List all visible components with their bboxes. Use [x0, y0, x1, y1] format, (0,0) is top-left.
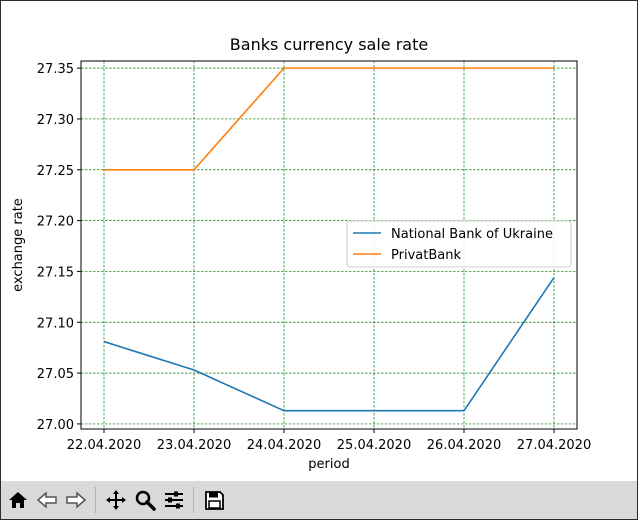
- series-lines: [103, 67, 555, 412]
- pan-icon: [106, 490, 126, 510]
- save-button[interactable]: [201, 487, 227, 513]
- x-tick-label: 23.04.2020: [157, 438, 231, 453]
- plot-area-frame: [80, 60, 578, 430]
- y-tick-label: 27.20: [37, 215, 74, 230]
- back-icon: [36, 491, 57, 509]
- home-button[interactable]: [5, 487, 31, 513]
- y-tick-label: 27.25: [37, 164, 74, 179]
- x-axis-label: period: [308, 457, 349, 472]
- save-icon: [205, 491, 224, 510]
- y-tick-label: 27.30: [37, 113, 74, 128]
- y-axis-label: exchange rate: [11, 198, 26, 292]
- y-tick-label: 27.05: [37, 367, 74, 382]
- chart-title: Banks currency sale rate: [230, 35, 428, 54]
- y-axis-ticks: 27.00 27.05 27.10 27.15 27.20 27.25 27.30 27.35: [37, 62, 81, 433]
- chart-figure: Banks currency sale rate 22.04.2020 23.04…: [11, 35, 591, 472]
- y-tick-label: 27.00: [37, 418, 74, 433]
- x-tick-label: 22.04.2020: [67, 438, 141, 453]
- legend-label: National Bank of Ukraine: [391, 227, 553, 242]
- legend-label: PrivatBank: [391, 248, 461, 263]
- configure-subplots-button[interactable]: [161, 487, 187, 513]
- zoom-button[interactable]: [132, 487, 158, 513]
- x-tick-label: 27.04.2020: [517, 438, 591, 453]
- legend: National Bank of Ukraine PrivatBank: [346, 220, 572, 268]
- series-line-0: [103, 277, 555, 412]
- zoom-icon: [135, 490, 156, 511]
- x-axis-ticks: 22.04.2020 23.04.2020 24.04.2020 25.04.2020…: [67, 429, 591, 453]
- y-tick-label: 27.35: [37, 62, 74, 77]
- y-tick-label: 27.15: [37, 265, 74, 280]
- pan-button[interactable]: [103, 487, 129, 513]
- navigation-toolbar: [1, 481, 637, 519]
- y-tick-label: 27.10: [37, 316, 74, 331]
- x-tick-label: 25.04.2020: [337, 438, 411, 453]
- legend-box: [346, 220, 572, 268]
- home-icon: [9, 492, 27, 508]
- series-line-1: [104, 67, 554, 171]
- toolbar-separator: [193, 487, 194, 513]
- x-tick-label: 24.04.2020: [247, 438, 321, 453]
- toolbar-separator: [95, 487, 96, 513]
- back-button[interactable]: [34, 487, 60, 513]
- x-tick-label: 26.04.2020: [427, 438, 501, 453]
- forward-button[interactable]: [63, 487, 89, 513]
- forward-icon: [66, 491, 87, 509]
- configure-subplots-icon: [165, 491, 183, 509]
